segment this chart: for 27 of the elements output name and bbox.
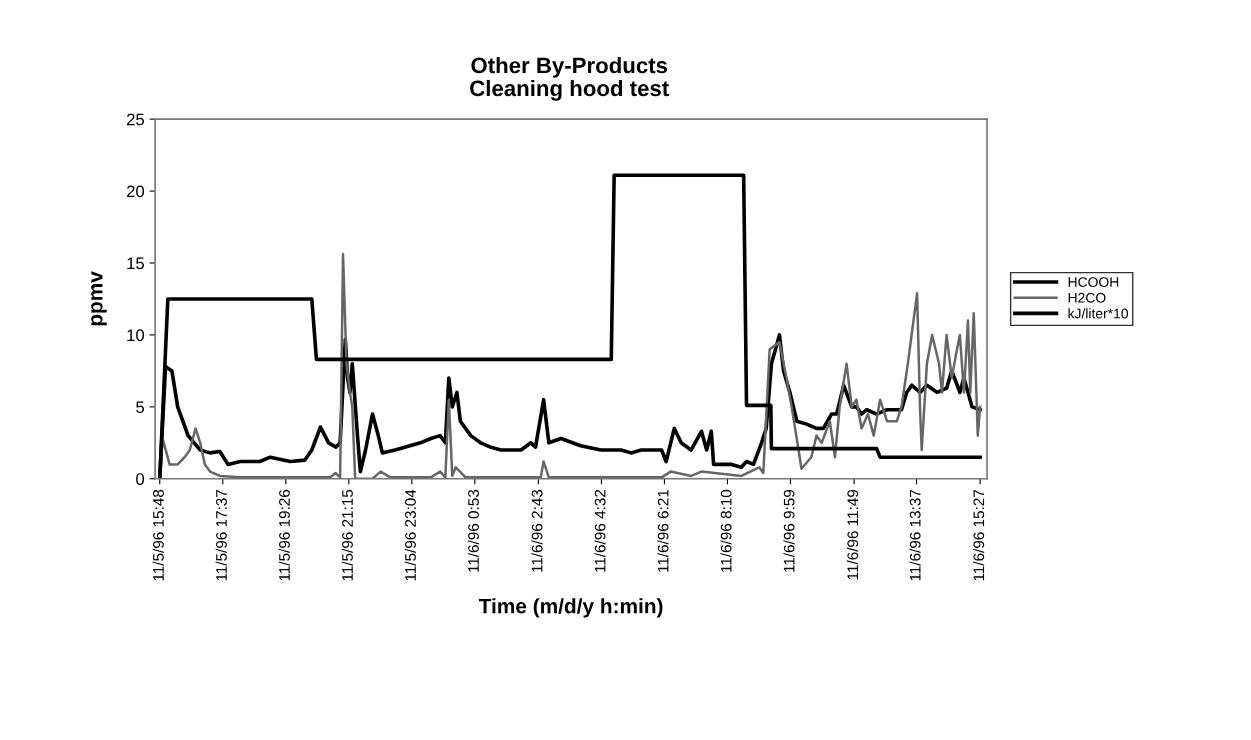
x-tick-label: 11/6/96 2:43 <box>531 489 543 572</box>
chart-title: Other By-Products <box>471 56 668 78</box>
x-tick-label: 11/6/96 4:32 <box>594 489 606 572</box>
x-tick-label: 11/6/96 9:59 <box>783 489 795 572</box>
legend-label: kJ/liter*10 <box>1068 308 1128 319</box>
x-tick-label: 11/6/96 15:27 <box>972 489 985 581</box>
x-tick-label: 11/6/96 0:53 <box>467 489 479 572</box>
x-tick-label: 11/6/96 6:21 <box>657 489 669 572</box>
y-tick-label: 0 <box>136 473 145 485</box>
x-tick-label: 11/5/96 15:48 <box>152 489 164 581</box>
legend-label: H2CO <box>1068 292 1106 303</box>
x-tick-label: 11/5/96 21:15 <box>341 489 353 581</box>
x-tick-label: 11/5/96 19:26 <box>278 489 290 581</box>
y-tick-label: 15 <box>127 257 145 270</box>
x-axis-title: Time (m/d/y h:min) <box>478 598 663 618</box>
y-tick-label: 20 <box>127 185 145 198</box>
y-tick-label: 10 <box>127 329 145 342</box>
y-tick-label: 25 <box>127 113 145 126</box>
chart-subtitle: Cleaning hood test <box>470 79 669 101</box>
legend-label: HCOOH <box>1068 277 1119 287</box>
x-tick-label: 11/6/96 8:10 <box>720 489 732 572</box>
y-tick-label: 5 <box>136 401 145 414</box>
x-tick-label: 11/6/96 11:49 <box>846 489 859 580</box>
x-tick-label: 11/5/96 17:37 <box>215 489 227 581</box>
y-axis-title: ppmv <box>91 271 107 326</box>
x-tick-label: 11/5/96 23:04 <box>404 489 416 581</box>
x-tick-label: 11/6/96 13:37 <box>909 489 921 581</box>
